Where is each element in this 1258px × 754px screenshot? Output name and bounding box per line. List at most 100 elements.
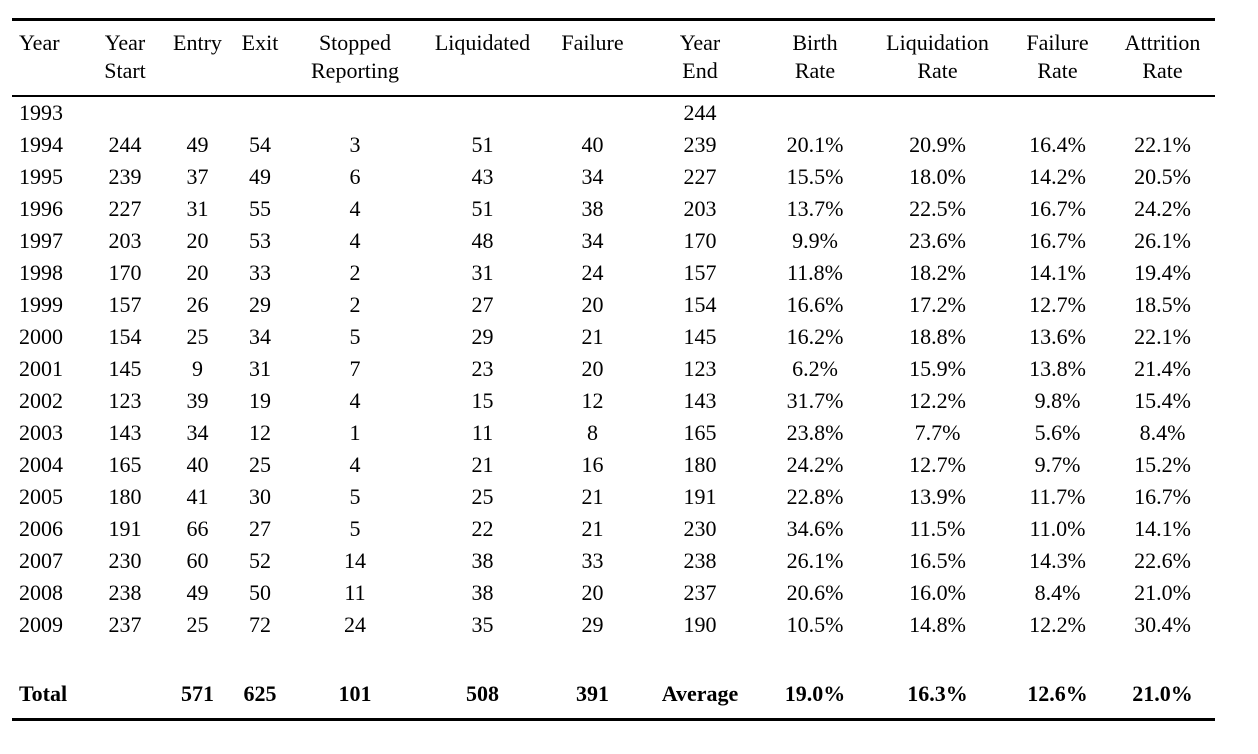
table-cell: 191 <box>683 484 717 509</box>
table-cell <box>290 641 420 669</box>
table-cell: 4 <box>349 388 361 413</box>
table-cell: 15.5% <box>786 164 844 189</box>
column-header-birth-rate: Birth Rate <box>760 19 870 97</box>
table-cell: 16.3% <box>907 680 968 706</box>
table-cell: 27 <box>471 292 494 317</box>
table-cell: 11 <box>471 420 494 445</box>
table-cell: 5 <box>349 516 361 541</box>
table-cell: 33 <box>249 260 271 285</box>
table-cell: 14.8% <box>909 612 966 637</box>
table-cell: 49 <box>186 132 209 157</box>
table-cell: 20.5% <box>1134 164 1191 189</box>
table-cell: 37 <box>186 164 209 189</box>
table-cell: 13.9% <box>909 484 966 509</box>
table-cell: 16.5% <box>909 548 966 573</box>
table-cell: 508 <box>466 680 499 706</box>
table-cell: 8.4% <box>1034 580 1081 605</box>
column-header-failure-rate: Failure Rate <box>1005 19 1110 97</box>
table-cell: 11.7% <box>1029 484 1086 509</box>
table-cell: 12 <box>249 420 271 445</box>
header-line1: Exit <box>241 30 279 55</box>
table-cell: 9.8% <box>1034 388 1081 413</box>
table-cell: 1 <box>349 420 361 445</box>
table-cell <box>870 96 1005 129</box>
table-cell: 7.7% <box>914 420 961 445</box>
table-row: 2008 238 49 50 11 38 20 237 20.6% 16.0% 8.4% 21.0% <box>12 577 1215 609</box>
table-cell: 21.0% <box>1132 680 1193 706</box>
table-cell: 23.8% <box>786 420 844 445</box>
table-cell: 30.4% <box>1134 612 1191 637</box>
table-cell: 31 <box>186 196 209 221</box>
table-row: 1999 157 26 29 2 27 20 154 16.6% 17.2% 12.7% 18.5% <box>12 289 1215 321</box>
table-cell: 8.4% <box>1139 420 1186 445</box>
column-header-attrition-rate: Attrition Rate <box>1110 19 1215 97</box>
table-cell: 16.7% <box>1029 196 1086 221</box>
table-cell: 244 <box>683 100 717 125</box>
table-row: 2005 180 41 30 5 25 21 191 22.8% 13.9% 11.7% 16.7% <box>12 481 1215 513</box>
column-header-failure: Failure <box>545 19 640 97</box>
table-cell: 50 <box>249 580 271 605</box>
table-cell: 239 <box>683 132 717 157</box>
header-line1: Year <box>19 30 60 55</box>
table-cell: 66 <box>186 516 209 541</box>
table-row: 2004 165 40 25 4 21 16 180 24.2% 12.7% 9.7% 15.2% <box>12 449 1215 481</box>
table-cell <box>85 641 165 669</box>
table-cell: 2008 <box>19 580 63 605</box>
table-cell: 21 <box>471 452 494 477</box>
table-body: 1993 244 1994 244 49 54 3 51 40 239 20.1% 20.9% 16.4… <box>12 96 1215 720</box>
header-row: Year Year Start Entry Exit Stopped <box>12 19 1215 97</box>
table-cell <box>640 641 760 669</box>
table-cell: 22.1% <box>1134 324 1191 349</box>
table-row: 2001 145 9 31 7 23 20 123 6.2% 15.9% 13.8% 21.4% <box>12 353 1215 385</box>
table-cell: 1997 <box>19 228 63 253</box>
table-cell: 238 <box>683 548 717 573</box>
table-cell: 11.0% <box>1029 516 1086 541</box>
table-cell: 20.1% <box>786 132 844 157</box>
header-line2: End <box>682 58 718 83</box>
table-cell: 16.4% <box>1029 132 1086 157</box>
table-cell <box>230 641 290 669</box>
table-cell: 190 <box>683 612 717 637</box>
table-cell: 143 <box>683 388 717 413</box>
table-cell: 7 <box>349 356 361 381</box>
header-line1: Year <box>104 30 146 55</box>
table-row: 2000 154 25 34 5 29 21 145 16.2% 18.8% 13.6% 22.1% <box>12 321 1215 353</box>
table-cell: 203 <box>683 196 717 221</box>
table-cell: 14.3% <box>1029 548 1086 573</box>
table-cell: 20 <box>581 580 604 605</box>
table-cell: 2002 <box>19 388 63 413</box>
table-cell: 13.6% <box>1029 324 1086 349</box>
table-cell: 101 <box>338 680 372 706</box>
table-cell: 4 <box>349 228 361 253</box>
table-cell: 22 <box>471 516 494 541</box>
table-cell <box>1005 96 1110 129</box>
table-cell: 165 <box>108 452 142 477</box>
table-cell: 21.0% <box>1134 580 1191 605</box>
table-cell: 170 <box>108 260 142 285</box>
table-cell: 16.7% <box>1134 484 1191 509</box>
table-cell: 48 <box>471 228 494 253</box>
table-cell: 18.5% <box>1134 292 1191 317</box>
table-cell: 2006 <box>19 516 63 541</box>
table-row: 1995 239 37 49 6 43 34 227 15.5% 18.0% 14.2% 20.5% <box>12 161 1215 193</box>
table-cell: 14 <box>344 548 366 573</box>
table-cell: 1999 <box>19 292 63 317</box>
summary-row: Total 571 625 101 508 391 Average 19.0% 16.3% 12.… <box>12 669 1215 720</box>
table-cell: 145 <box>108 356 142 381</box>
table-cell: 1994 <box>19 132 63 157</box>
table-cell: 41 <box>186 484 209 509</box>
header-line1: Liquidated <box>434 30 531 55</box>
table-cell: 191 <box>108 516 142 541</box>
header-line2: Rate <box>1142 58 1183 83</box>
table-cell: 26 <box>186 292 209 317</box>
table-row: 1997 203 20 53 4 48 34 170 9.9% 23.6% 16.7% 26.1% <box>12 225 1215 257</box>
table-cell: Average <box>661 680 739 706</box>
table-cell: 34.6% <box>786 516 844 541</box>
table-cell: 34 <box>249 324 271 349</box>
table-cell: 21 <box>581 516 604 541</box>
table-cell <box>420 96 545 129</box>
table-cell: 571 <box>181 680 214 706</box>
table-cell: 154 <box>683 292 717 317</box>
table-cell <box>12 641 85 669</box>
